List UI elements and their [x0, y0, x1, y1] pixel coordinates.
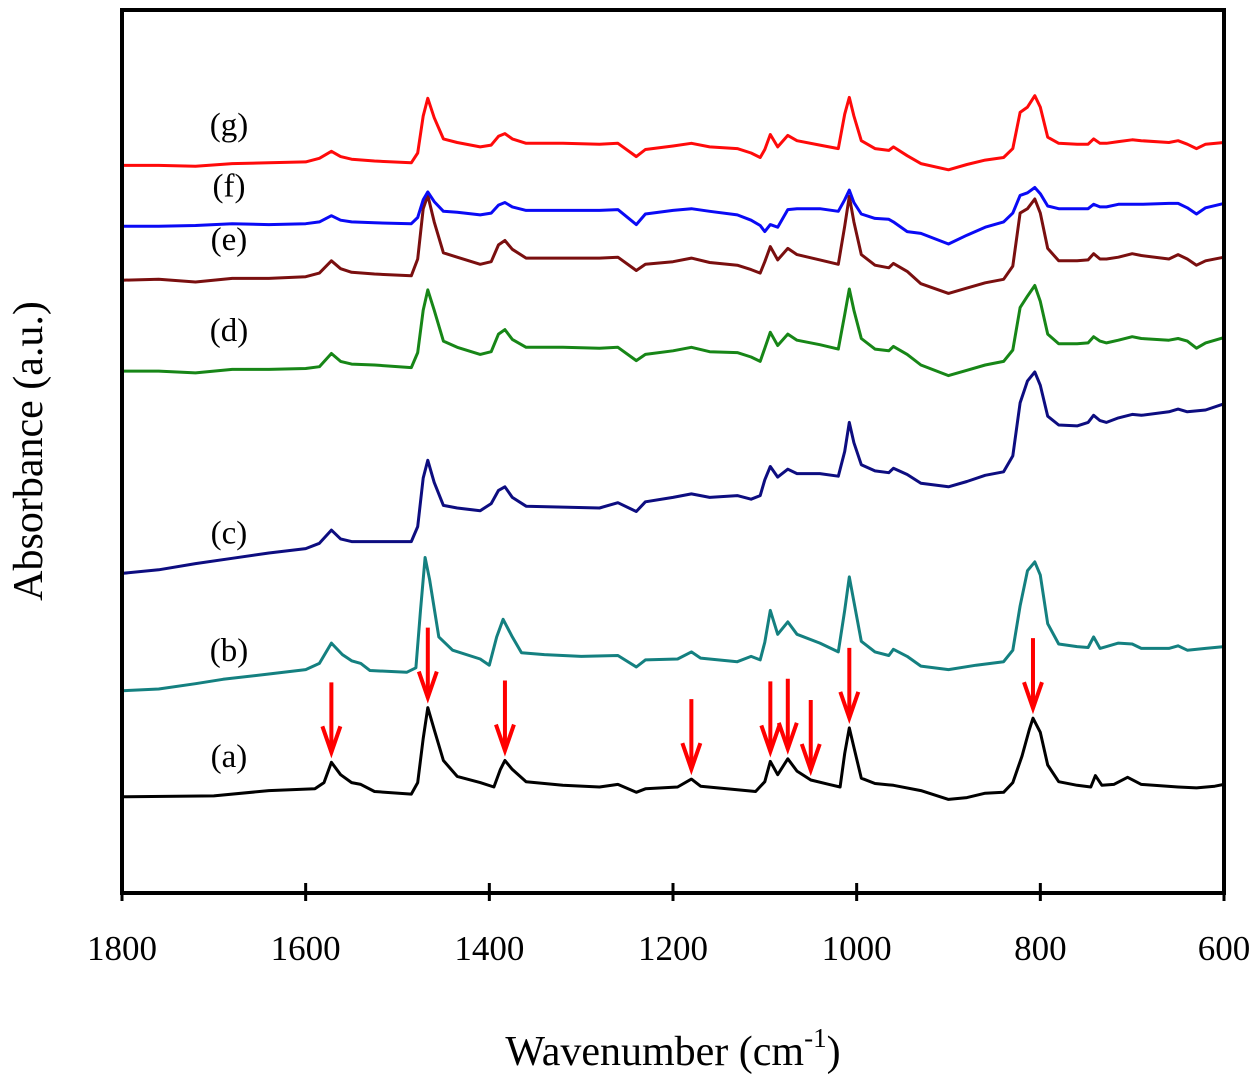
series-label-e: (e) — [211, 222, 248, 258]
x-tick-label-800: 800 — [1014, 929, 1067, 968]
series-label-a: (a) — [211, 739, 248, 775]
x-axis-ticks: 1800 1600 1400 1200 1000 800 600 — [87, 883, 1250, 968]
x-tick-label-600: 600 — [1198, 929, 1251, 968]
x-axis-title-suffix: ) — [827, 1029, 841, 1075]
x-tick-label-1400: 1400 — [454, 929, 524, 968]
peak-arrow-1467 — [416, 627, 439, 704]
x-tick-label-1200: 1200 — [638, 929, 708, 968]
series-labels: (a) (b) (c) (d) (e) (f) (g) — [210, 107, 248, 774]
peak-arrow-1383 — [494, 680, 516, 757]
peak-arrow-1008 — [838, 647, 861, 724]
series-line-d — [120, 284, 1226, 378]
series-layer — [120, 94, 1226, 801]
x-tick-label-1600: 1600 — [271, 929, 341, 968]
series-label-b: (b) — [210, 633, 248, 669]
series-line-c — [120, 370, 1226, 575]
series-line-b — [120, 556, 1226, 693]
x-tick-label-1800: 1800 — [87, 929, 157, 968]
x-tick-label-1000: 1000 — [822, 929, 892, 968]
x-axis-title-main: Wavenumber (cm — [505, 1029, 804, 1075]
series-line-e — [120, 193, 1226, 295]
series-line-a — [120, 706, 1226, 801]
peak-arrow-1180 — [680, 699, 703, 776]
peak-arrow-808 — [1022, 638, 1044, 715]
y-axis-title: Absorbance (a.u.) — [6, 301, 52, 601]
peak-arrow-1075 — [776, 678, 799, 755]
series-label-c: (c) — [211, 515, 248, 551]
series-label-d: (d) — [210, 313, 248, 349]
peak-arrow-1050 — [799, 699, 822, 777]
series-label-f: (f) — [213, 168, 246, 204]
series-label-g: (g) — [210, 107, 248, 143]
peak-arrows — [320, 627, 1044, 777]
x-axis-title: Wavenumber (cm-1) — [505, 1023, 840, 1075]
x-axis-title-superscript: -1 — [804, 1023, 827, 1053]
series-line-g — [120, 94, 1226, 172]
peak-arrow-1572 — [320, 682, 343, 759]
peak-arrow-1094 — [759, 681, 782, 758]
series-line-f — [120, 186, 1226, 246]
